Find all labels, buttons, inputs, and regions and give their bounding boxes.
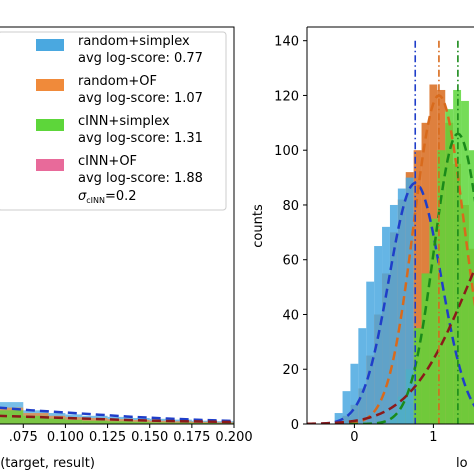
right-fit-curve-0 xyxy=(307,181,474,424)
left-hist-bar-s2-2 xyxy=(48,418,66,424)
left-hist-bar-s2-7 xyxy=(149,422,167,424)
legend-label-1: random+OF xyxy=(78,74,157,89)
left-fit-curve-1 xyxy=(0,414,234,424)
right-y-tick-label-1: 20 xyxy=(282,363,299,378)
left-hist-bar-s2-5 xyxy=(107,421,133,424)
legend-swatch-0 xyxy=(36,39,64,51)
left-hist-bar-s2-6 xyxy=(132,421,150,424)
legend-score-3: avg log-score: 1.88 xyxy=(78,171,203,186)
right-y-tick-label-5: 100 xyxy=(274,144,299,159)
left-x-tick-label-3: 0.150 xyxy=(131,430,168,445)
right-hist-bar-cinn-simplex-5 xyxy=(429,218,438,424)
legend-label-0: random+simplex xyxy=(78,34,190,49)
right-fit-curve-2 xyxy=(307,132,474,424)
right-y-tick-label-0: 0 xyxy=(291,418,299,433)
right-y-axis-label: counts xyxy=(251,204,266,248)
left-hist-bar-s2-4 xyxy=(82,420,108,424)
right-hist-bar-random-simplex-1 xyxy=(342,391,351,424)
right-panel: 0 20 40 60 80 100 120 140 0 1 counts lo xyxy=(251,26,474,471)
right-hist-bar-cinn-simplex-3 xyxy=(413,328,422,424)
legend-score-1: avg log-score: 1.07 xyxy=(78,91,203,106)
left-x-tick-label-0: .075 xyxy=(9,430,38,445)
right-y-tick-label-4: 80 xyxy=(282,199,299,214)
right-x-tick-label-1: 1 xyxy=(429,430,437,445)
right-y-tick-label-3: 60 xyxy=(282,254,299,269)
right-hist-bar-cinn-simplex-8 xyxy=(453,89,462,424)
left-hist-bar-s2-9 xyxy=(191,422,218,424)
right-x-tick-label-0: 0 xyxy=(350,430,358,445)
right-hist-bar-cinn-simplex-4 xyxy=(421,273,430,424)
legend-sigma-symbol: σ xyxy=(78,189,87,204)
right-hist-bar-random-simplex-9 xyxy=(405,177,414,424)
left-fit-curve-0 xyxy=(0,406,234,423)
legend-sigma: σcINN=0.2 xyxy=(78,189,137,205)
left-hist-bar-s2-8 xyxy=(166,422,192,424)
left-x-tick-label-4: 0.175 xyxy=(173,430,210,445)
right-hist-bar-random-simplex-2 xyxy=(350,363,359,424)
left-legend: random+simplex avg log-score: 0.77 random+… xyxy=(0,31,227,211)
left-x-tick-label-1: 0.100 xyxy=(47,430,84,445)
right-hist-bar-cinn-simplex-9 xyxy=(461,100,469,424)
right-hist-bar-random-simplex-6 xyxy=(382,226,390,424)
left-x-axis-label: E(target, result) xyxy=(0,456,95,471)
left-hist-bar-s2-3 xyxy=(65,419,83,424)
left-hist-bar-s2-1 xyxy=(23,415,49,424)
right-hist-bar-random-simplex-7 xyxy=(389,204,398,424)
right-x-axis-label: lo xyxy=(456,456,468,471)
legend-sigma-subscript: cINN xyxy=(86,196,105,205)
right-hist-bar-random-simplex-3 xyxy=(358,328,367,424)
legend-swatch-3 xyxy=(36,159,64,171)
right-hist-bar-random-simplex-0 xyxy=(334,413,343,424)
right-hist-bar-random-of-10 xyxy=(413,150,422,424)
legend-sigma-value: =0.2 xyxy=(105,189,137,204)
left-x-tick-label-2: 0.125 xyxy=(89,430,126,445)
right-hist-bar-cinn-simplex-6 xyxy=(437,150,446,424)
right-hist-bar-random-simplex-8 xyxy=(397,188,406,424)
right-y-tick-label-7: 140 xyxy=(274,35,299,50)
legend-score-0: avg log-score: 0.77 xyxy=(78,51,203,66)
left-axes-frame xyxy=(0,26,235,425)
legend-swatch-2 xyxy=(36,119,64,131)
right-hist-bar-random-simplex-4 xyxy=(366,281,375,424)
legend-label-2: cINN+simplex xyxy=(78,114,170,129)
left-panel: .075 0.100 0.125 0.150 0.175 0.200 E(target, … xyxy=(0,26,253,471)
right-y-tick-label-2: 40 xyxy=(282,308,299,323)
legend-score-2: avg log-score: 1.31 xyxy=(78,131,203,146)
right-hist-bar-cinn-simplex-7 xyxy=(445,109,454,424)
left-hist-bar-s2-0 xyxy=(0,410,24,424)
legend-label-3: cINN+OF xyxy=(78,154,137,169)
legend-swatch-1 xyxy=(36,79,64,91)
left-x-tick-label-5: 0.200 xyxy=(215,430,252,445)
right-y-tick-label-6: 120 xyxy=(274,89,299,104)
